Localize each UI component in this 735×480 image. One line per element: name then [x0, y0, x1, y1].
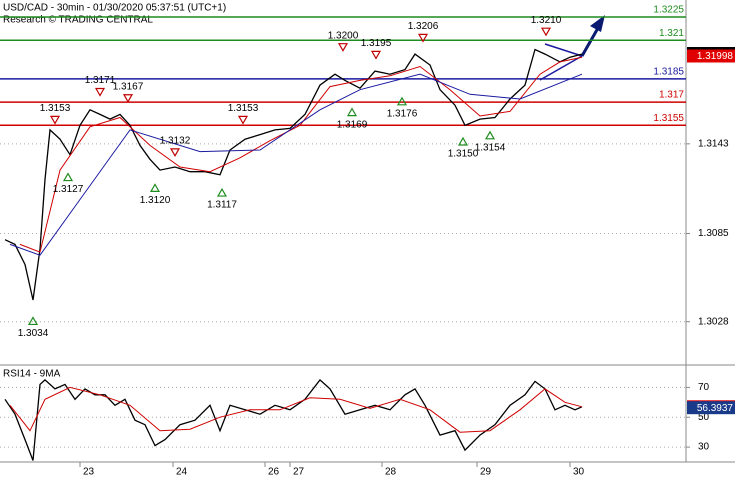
- x-tick-label: 28: [385, 467, 397, 478]
- y-tick-label: 1.3085: [698, 228, 729, 239]
- x-tick-label: 23: [83, 467, 95, 478]
- annotation-label: 1.3120: [140, 195, 171, 206]
- x-tick-label: 24: [176, 467, 188, 478]
- price-box-label: 1.31998: [697, 51, 734, 62]
- signal-marker: [62, 172, 74, 182]
- annotation-label: 1.3127: [53, 184, 84, 195]
- signal-marker: [417, 33, 429, 43]
- annotation-label: 1.3195: [361, 38, 392, 49]
- signal-marker: [49, 115, 61, 125]
- signal-marker: [370, 50, 382, 60]
- series-line: [4, 48, 583, 301]
- x-tick-label: 29: [480, 467, 492, 478]
- signal-marker: [457, 136, 469, 146]
- annotation-label: 1.3169: [337, 119, 368, 130]
- price-box-label: 56.3937: [697, 403, 734, 414]
- price-box: [687, 401, 735, 415]
- annotation-label: 1.3117: [207, 200, 237, 211]
- series-line: [9, 386, 583, 433]
- signal-marker: [396, 96, 408, 106]
- annotation-label: 1.3200: [328, 30, 359, 41]
- signal-marker: [216, 187, 228, 197]
- x-tick-label: 30: [573, 467, 585, 478]
- wedge-line: [544, 43, 583, 57]
- annotation-label: 1.3153: [228, 103, 259, 114]
- level-label: 1.317: [659, 90, 684, 101]
- signal-marker: [122, 94, 134, 103]
- arrow-head: [590, 15, 605, 32]
- signal-marker: [484, 130, 496, 140]
- annotation-label: 1.3132: [160, 135, 191, 146]
- annotation-label: 1.3153: [40, 103, 71, 114]
- signal-marker: [237, 115, 249, 125]
- forecast-arrow: [580, 27, 600, 57]
- x-tick-label: 26: [268, 467, 280, 478]
- pattern: [539, 15, 605, 81]
- signal-marker: [27, 316, 39, 326]
- signal-marker: [540, 27, 552, 37]
- price-box: [687, 49, 735, 63]
- level-label: 1.3225: [653, 5, 684, 16]
- level-label: 1.321: [659, 28, 684, 39]
- level-label: 1.3155: [653, 113, 684, 124]
- annotation-label: 1.3167: [113, 81, 144, 92]
- annotation-label: 1.3154: [475, 142, 506, 153]
- annotation-label: 1.3034: [18, 328, 49, 339]
- chart-title: USD/CAD - 30min - 01/30/2020 05:37:51 (U…: [3, 3, 226, 14]
- series-line: [9, 73, 583, 256]
- rsi-title: RSI14 - 9MA: [3, 369, 61, 380]
- annotation-label: 1.3176: [387, 108, 418, 119]
- y-tick-label: 70: [698, 382, 710, 393]
- annotation-label: 1.3210: [531, 15, 562, 26]
- x-tick-label: 27: [293, 467, 305, 478]
- signal-marker: [149, 183, 161, 193]
- annotation-label: 1.3150: [448, 149, 479, 160]
- chart-subtitle: Research © TRADING CENTRAL: [3, 15, 153, 26]
- level-label: 1.3185: [653, 67, 684, 78]
- wedge-line: [539, 55, 583, 81]
- y-tick-label: 30: [698, 442, 710, 453]
- annotation-label: 1.3206: [408, 21, 439, 32]
- y-tick-label: 1.3143: [698, 138, 729, 149]
- signal-marker: [94, 87, 106, 97]
- signal-marker: [337, 43, 349, 52]
- y-tick-label: 50: [698, 412, 710, 423]
- series-line: [19, 56, 583, 253]
- annotation-label: 1.3171: [85, 75, 116, 86]
- y-tick-label: 1.3028: [698, 316, 729, 327]
- signal-marker: [169, 148, 181, 158]
- signal-marker: [346, 107, 358, 117]
